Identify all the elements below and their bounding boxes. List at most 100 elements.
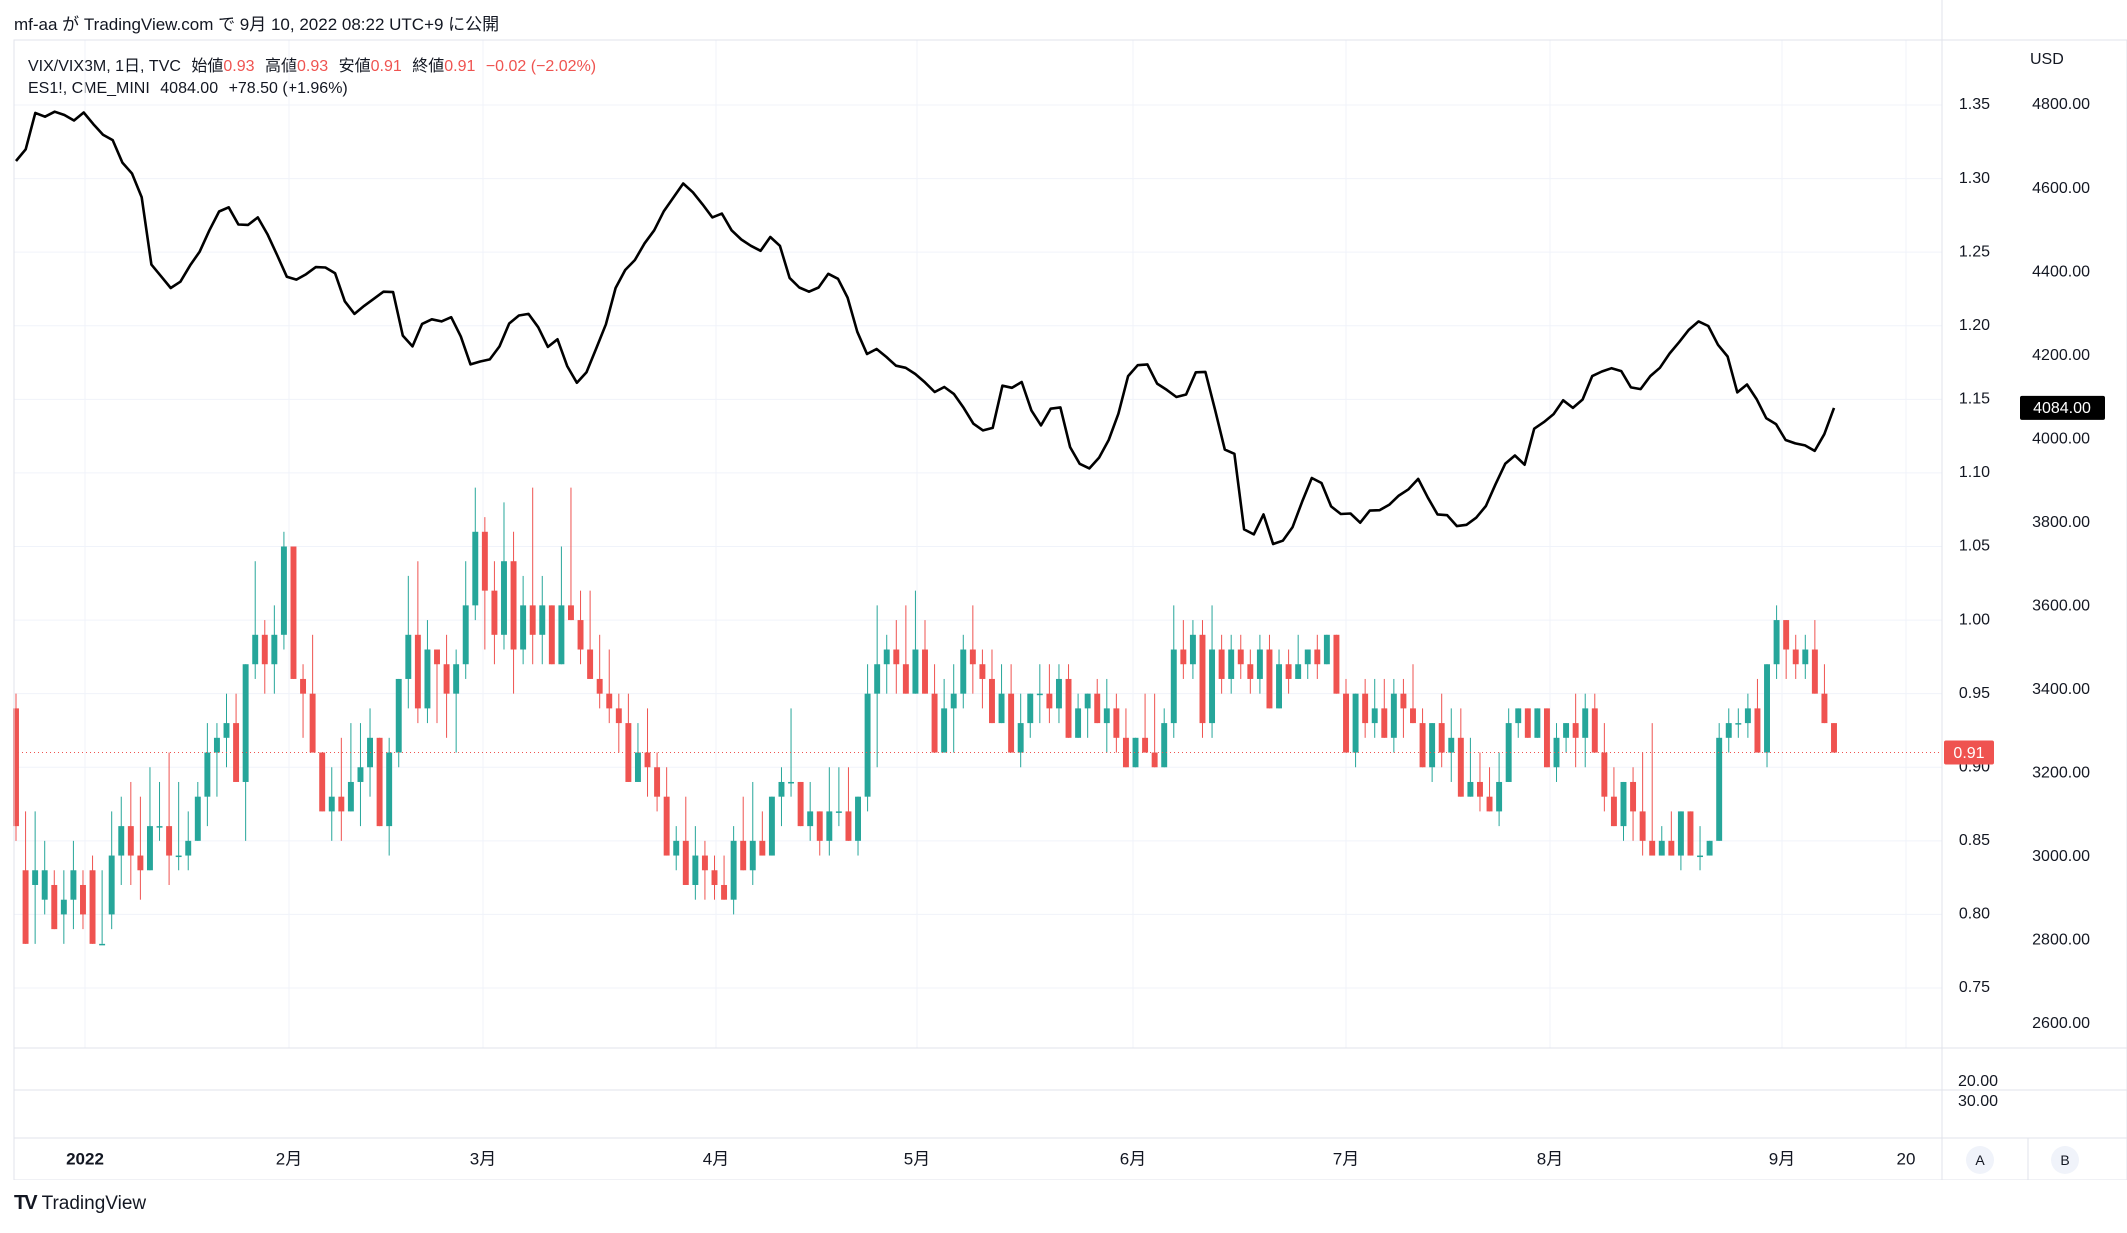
candle-body (1228, 649, 1235, 679)
candle-body (797, 781, 804, 827)
candle-body (864, 693, 871, 797)
candle-body (1209, 649, 1216, 724)
candle-body (1582, 708, 1589, 738)
candle-body (1802, 649, 1809, 665)
candle-body (1831, 723, 1837, 753)
ratio-tick-label: 0.95 (1959, 685, 1990, 702)
ratio-tick-label: 1.00 (1959, 611, 1990, 628)
candle-body (204, 752, 211, 797)
auto-scale-button[interactable]: A (1966, 1146, 1994, 1174)
candle-body (60, 899, 67, 915)
candle-body (1285, 664, 1292, 679)
candle-body (730, 840, 737, 900)
publish-credit: mf-aa が TradingView.com で 9月 10, 2022 08… (14, 15, 500, 34)
candle-body (606, 693, 613, 709)
candle-body (1381, 708, 1388, 738)
usd-tick-label: 4000.00 (2032, 430, 2090, 447)
candles-group (13, 487, 1942, 946)
candle-body (1668, 840, 1675, 856)
legend-open-value: 0.93 (223, 58, 255, 75)
candle-body (960, 649, 967, 694)
candle-body (1323, 634, 1330, 665)
candle-body (615, 708, 622, 724)
overlay-value: 4084.00 (160, 80, 219, 97)
candle-body (1142, 737, 1149, 753)
usd-tick-label: 3800.00 (2032, 514, 2090, 531)
candle-body (759, 840, 766, 856)
candle-body (338, 796, 345, 812)
candle-body (146, 826, 153, 871)
candle-body (453, 664, 460, 694)
ratio-tick-label: 0.80 (1959, 906, 1990, 923)
candle-body (883, 649, 890, 665)
es-price-badge-text: 4084.00 (2033, 400, 2091, 417)
candle-body (118, 826, 125, 856)
candle-body (1811, 649, 1818, 694)
candle-body (443, 664, 450, 694)
candle-body (539, 605, 546, 635)
time-tick-label: 8月 (1537, 1149, 1563, 1168)
es-price-line (14, 110, 1836, 546)
chart-border (13, 39, 2127, 1180)
candle-body (1457, 737, 1464, 797)
candle-body (309, 693, 316, 753)
candle-body (472, 531, 479, 606)
last-price-badge-text: 0.91 (1953, 745, 1984, 762)
candle-body (166, 826, 173, 856)
es-line-group (14, 110, 1836, 546)
candle-body (1563, 723, 1570, 738)
candle-body (1601, 752, 1608, 797)
candle-body (1390, 693, 1397, 738)
candle-body (740, 840, 747, 871)
ratio-tick-label: 1.20 (1959, 317, 1990, 334)
main-series-legend[interactable]: VIX/VIX3M, 1日, TVC 始値0.93 高値0.93 安値0.91 … (28, 52, 596, 76)
candle-body (1189, 634, 1196, 665)
candle-body (644, 752, 651, 768)
candle-body (1639, 811, 1646, 841)
candle-body (845, 811, 852, 841)
candle-body (634, 752, 641, 782)
candle-body (1008, 693, 1015, 753)
overlay-series-legend[interactable]: ES1!, CME_MINI 4084.00 +78.50 (+1.96%) (28, 80, 348, 98)
candle-body (1352, 693, 1359, 753)
candle-body (788, 781, 795, 784)
tradingview-logo[interactable]: TV TradingView (14, 1192, 146, 1215)
price-chart[interactable]: 1.35 1.30 1.25 1.20 1.15 1.10 1.05 1.00 0.95 0.85… (0, 0, 2127, 1180)
candle-body (826, 811, 833, 841)
candle-body (1094, 693, 1101, 724)
candle-body (1237, 649, 1244, 665)
lower-pane-tick: 30.00 (1958, 1093, 1998, 1110)
legend-symbol: VIX/VIX3M, 1日, TVC (28, 58, 181, 75)
candle-body (1697, 855, 1704, 858)
candle-body (1524, 708, 1531, 738)
candle-body (1314, 649, 1321, 665)
candle-body (931, 693, 938, 753)
candle-body (1706, 840, 1713, 856)
candle-body (185, 840, 192, 856)
candle-body (405, 634, 412, 679)
log-scale-button[interactable]: B (2051, 1146, 2079, 1174)
candle-body (462, 605, 469, 665)
candle-body (893, 649, 900, 665)
ratio-tick-label: 0.75 (1959, 979, 1990, 996)
candle-body (194, 796, 201, 841)
candle-body (1161, 723, 1168, 768)
usd-tick-label: 3600.00 (2032, 597, 2090, 614)
legend-close-label: 終値 (412, 58, 445, 75)
candle-body (1477, 781, 1483, 797)
candle-body (520, 605, 527, 650)
candle-body (1247, 664, 1254, 679)
candle-body (1620, 781, 1627, 827)
candle-body (1496, 781, 1503, 812)
candle-body (1046, 693, 1053, 709)
candle-body (414, 634, 421, 709)
candle-body (922, 649, 928, 694)
candle-body (271, 634, 278, 665)
legend-low-label: 安値 (338, 58, 371, 75)
candle-body (108, 855, 115, 915)
candle-body (701, 855, 708, 871)
candle-body (673, 840, 680, 856)
tradingview-brand-text: TradingView (41, 1192, 147, 1214)
candle-body (1362, 693, 1369, 724)
currency-label: USD (2030, 51, 2064, 68)
